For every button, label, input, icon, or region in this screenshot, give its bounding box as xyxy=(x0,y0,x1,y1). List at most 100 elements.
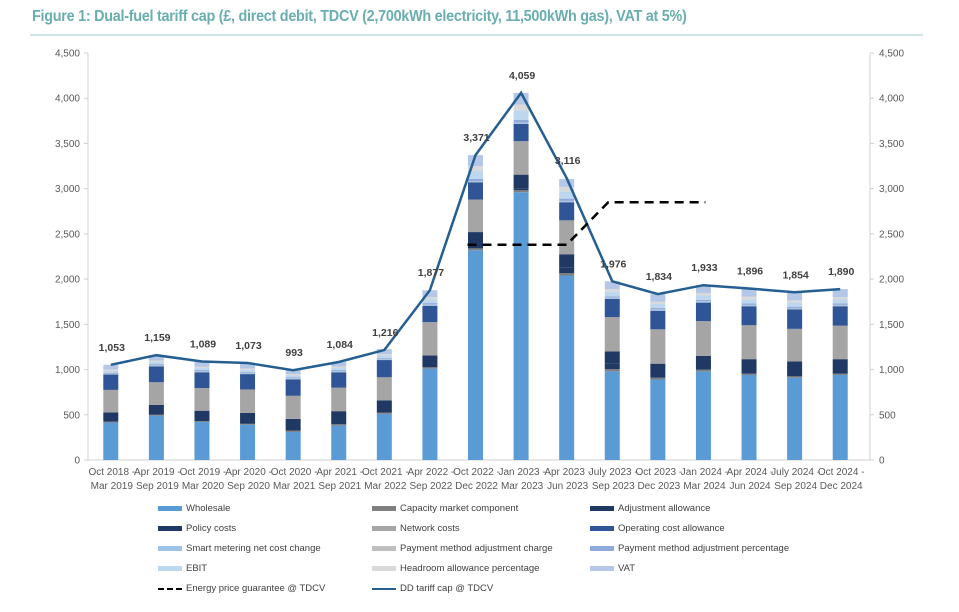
legend-label: Network costs xyxy=(400,523,460,534)
legend-label: DD tariff cap @ TDCV xyxy=(400,583,494,594)
x-tick-label: Sep 2019 xyxy=(136,481,179,492)
legend-swatch xyxy=(158,526,182,531)
bar-segment-payment-method-adjustment-charge xyxy=(695,301,711,302)
data-label: 1,834 xyxy=(646,271,672,283)
bar-segment-payment-method-adjustment-percentage xyxy=(468,178,483,181)
bar-segment-payment-method-adjustment-percentage xyxy=(194,370,210,371)
bar-segment-ebit xyxy=(103,370,119,373)
left-y-tick-label: 3,000 xyxy=(55,184,80,195)
legend-item: Energy price guarantee @ TDCV xyxy=(158,583,325,594)
bar-segment-wholesale xyxy=(422,368,438,460)
bar-segment-network-costs xyxy=(650,329,666,364)
x-tick-label: Apr 2024 - xyxy=(727,467,774,478)
data-label: 1,933 xyxy=(691,262,717,274)
x-tick-label: Oct 2020 - xyxy=(271,467,318,478)
bar-segment-policy-costs xyxy=(148,404,164,415)
legend-label: VAT xyxy=(618,563,636,574)
legend-label: Smart metering net cost change xyxy=(186,543,321,554)
bar-segment-smart-metering-net-cost-change xyxy=(513,123,529,124)
bar-stack xyxy=(604,281,620,460)
legend-item: Policy costs xyxy=(158,523,236,534)
x-tick-label: Mar 2020 xyxy=(182,481,225,492)
bar-segment-smart-metering-net-cost-change xyxy=(194,371,210,373)
legend-swatch xyxy=(158,566,182,571)
bar-segment-ebit xyxy=(422,299,438,304)
right-y-tick-label: 4,500 xyxy=(879,49,904,60)
left-y-tick-label: 4,000 xyxy=(55,94,80,105)
bar-segment-policy-costs xyxy=(194,410,210,422)
bar-segment-payment-method-adjustment-percentage xyxy=(422,303,438,305)
legend-item: VAT xyxy=(590,563,635,574)
bar-segment-payment-method-adjustment-charge xyxy=(103,373,119,375)
bar-segment-payment-method-adjustment-percentage xyxy=(832,303,848,305)
chart-title: Figure 1: Dual-fuel tariff cap (£, direc… xyxy=(32,8,687,25)
bar-stack xyxy=(741,288,757,460)
bar-segment-ebit xyxy=(148,361,164,365)
bar-segment-policy-costs xyxy=(103,412,119,422)
bar-segment-network-costs xyxy=(513,141,529,175)
left-y-tick-label: 1,000 xyxy=(55,365,80,376)
bar-segment-headroom-allowance-percentage xyxy=(468,166,483,172)
bar-segment-vat xyxy=(741,288,757,297)
bar-segment-ebit xyxy=(559,191,575,199)
bar-segment-adjustment-allowance xyxy=(559,267,575,274)
x-tick-label: Apr 2020 - xyxy=(225,467,272,478)
bar-segment-payment-method-adjustment-percentage xyxy=(148,364,164,366)
bar-segment-wholesale xyxy=(468,250,483,460)
bar-segment-payment-method-adjustment-percentage xyxy=(331,370,347,371)
bar-segment-vat xyxy=(695,285,711,294)
bar-segment-smart-metering-net-cost-change xyxy=(559,201,575,203)
bar-segment-smart-metering-net-cost-change xyxy=(741,305,757,307)
legend-swatch xyxy=(158,506,182,511)
bar-segment-smart-metering-net-cost-change xyxy=(331,371,347,373)
bar-segment-capacity-market-component xyxy=(695,369,711,372)
bar-segment-network-costs xyxy=(103,389,119,413)
bar-segment-vat xyxy=(331,361,347,367)
bar-segment-smart-metering-net-cost-change xyxy=(787,308,803,310)
bar-stack xyxy=(787,292,803,460)
bar-segment-wholesale xyxy=(559,275,575,460)
bar-segment-payment-method-adjustment-charge xyxy=(331,370,347,372)
right-y-tick-label: 1,500 xyxy=(879,320,904,331)
bar-segment-payment-method-adjustment-percentage xyxy=(695,299,711,302)
bar-segment-smart-metering-net-cost-change xyxy=(240,373,256,375)
x-tick-label: Sep 2024 xyxy=(774,481,817,492)
bar-segment-policy-costs xyxy=(559,254,575,268)
bar-segment-payment-method-adjustment-percentage xyxy=(650,308,666,310)
bar-segment-network-costs xyxy=(559,220,575,255)
bar-segment-vat xyxy=(422,290,438,298)
bar-stack xyxy=(103,364,119,460)
bar-segment-headroom-allowance-percentage xyxy=(194,366,210,369)
x-tick-label: Oct 2019 - xyxy=(180,467,227,478)
bar-segment-headroom-allowance-percentage xyxy=(103,369,119,371)
bar-segment-operating-cost-allowance xyxy=(695,302,711,322)
data-label: 1,159 xyxy=(144,332,170,344)
bar-segment-smart-metering-net-cost-change xyxy=(376,359,392,361)
legend-swatch xyxy=(372,506,396,511)
bar-segment-smart-metering-net-cost-change xyxy=(832,305,848,307)
bar-segment-policy-costs xyxy=(422,355,438,368)
bar-segment-network-costs xyxy=(695,321,711,356)
bar-segment-vat xyxy=(240,363,256,369)
bar-stack xyxy=(468,155,483,460)
x-tick-label: Oct 2024 - xyxy=(818,467,865,478)
data-label: 4,059 xyxy=(509,70,535,82)
bar-segment-network-costs xyxy=(376,377,392,401)
bar-segment-headroom-allowance-percentage xyxy=(513,104,529,111)
data-label: 1,216 xyxy=(372,327,398,339)
right-y-tick-label: 0 xyxy=(879,456,885,467)
data-label: 1,890 xyxy=(828,266,854,278)
legend-swatch xyxy=(372,546,396,551)
bar-segment-operating-cost-allowance xyxy=(832,306,848,326)
bar-segment-smart-metering-net-cost-change xyxy=(695,301,711,303)
legend-item: EBIT xyxy=(158,563,207,574)
bar-segment-smart-metering-net-cost-change xyxy=(422,304,438,306)
bar-segment-capacity-market-component xyxy=(604,369,620,372)
legend-label: Headroom allowance percentage xyxy=(400,563,540,574)
legend-item: Capacity market component xyxy=(372,503,518,514)
left-y-tick-label: 2,000 xyxy=(55,275,80,286)
bar-segment-payment-method-adjustment-percentage xyxy=(741,303,757,305)
bar-segment-capacity-market-component xyxy=(741,373,757,375)
left-y-tick-label: 1,500 xyxy=(55,320,80,331)
bar-segment-smart-metering-net-cost-change xyxy=(650,309,666,311)
